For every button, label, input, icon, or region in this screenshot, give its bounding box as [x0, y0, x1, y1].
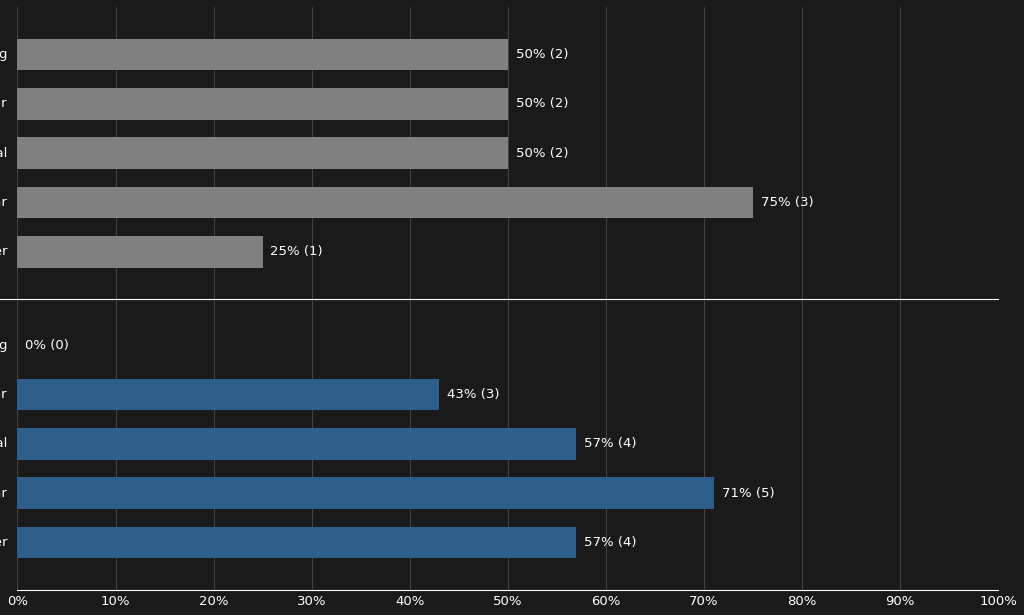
Text: 50% (2): 50% (2) — [516, 97, 568, 110]
Bar — [17, 137, 508, 169]
Bar — [17, 39, 508, 70]
Bar — [17, 88, 508, 120]
Bar — [17, 187, 753, 218]
Text: Vidareutbildningar: Vidareutbildningar — [0, 196, 7, 209]
Text: Självstudier: Självstudier — [0, 536, 7, 549]
Text: Fördjupningsdagar: Fördjupningsdagar — [0, 388, 7, 401]
Bar — [17, 477, 714, 509]
Text: 0% (0): 0% (0) — [26, 339, 70, 352]
Text: 75% (3): 75% (3) — [761, 196, 813, 209]
Text: Upprepad MI-träning: Upprepad MI-träning — [0, 339, 7, 352]
Text: Fördjupningsdagar: Fördjupningsdagar — [0, 97, 7, 110]
Bar — [17, 428, 577, 460]
Bar — [17, 379, 439, 410]
Text: Bearbetning av patientsamtal: Bearbetning av patientsamtal — [0, 147, 7, 160]
Text: 25% (1): 25% (1) — [270, 245, 324, 258]
Bar — [17, 236, 262, 268]
Text: 57% (4): 57% (4) — [585, 437, 637, 450]
Text: Bearbetning av patientsamtal: Bearbetning av patientsamtal — [0, 437, 7, 450]
Text: 50% (2): 50% (2) — [516, 48, 568, 61]
Text: 50% (2): 50% (2) — [516, 147, 568, 160]
Text: 57% (4): 57% (4) — [585, 536, 637, 549]
Text: Upprepad MI-träning: Upprepad MI-träning — [0, 48, 7, 61]
Text: Vidareutbildningar: Vidareutbildningar — [0, 487, 7, 500]
Bar — [17, 527, 577, 558]
Text: 43% (3): 43% (3) — [447, 388, 500, 401]
Text: 71% (5): 71% (5) — [722, 487, 774, 500]
Text: Självstudier: Självstudier — [0, 245, 7, 258]
